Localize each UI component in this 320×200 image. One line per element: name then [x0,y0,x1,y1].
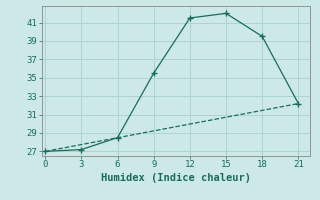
X-axis label: Humidex (Indice chaleur): Humidex (Indice chaleur) [101,173,251,183]
